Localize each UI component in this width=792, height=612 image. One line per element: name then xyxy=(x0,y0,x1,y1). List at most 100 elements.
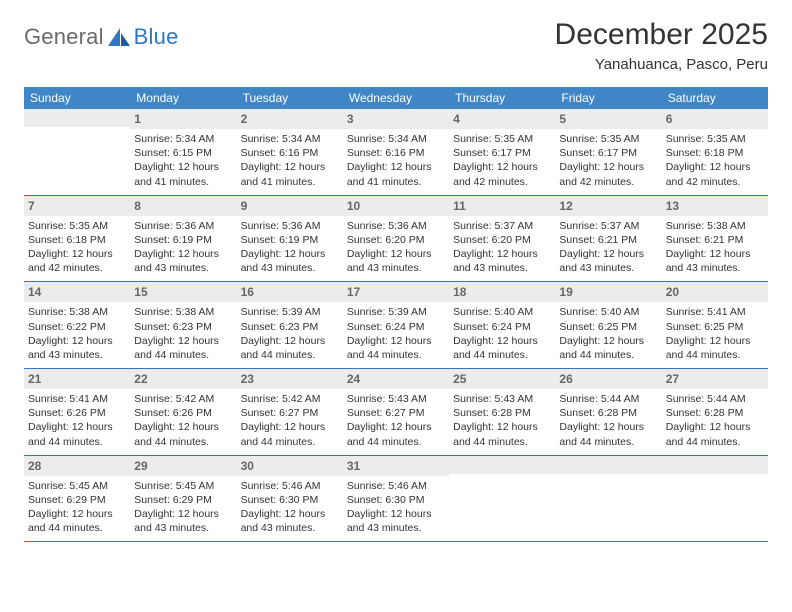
day-info: Sunrise: 5:38 AMSunset: 6:21 PMDaylight:… xyxy=(666,219,764,276)
day-info: Sunrise: 5:45 AMSunset: 6:29 PMDaylight:… xyxy=(134,479,232,536)
day-number xyxy=(24,109,130,127)
day-cell: 15Sunrise: 5:38 AMSunset: 6:23 PMDayligh… xyxy=(130,282,236,368)
day-info-line: Sunset: 6:20 PM xyxy=(453,233,551,247)
day-info-line: Sunrise: 5:35 AM xyxy=(666,132,764,146)
day-number: 9 xyxy=(237,196,343,216)
day-cell: 29Sunrise: 5:45 AMSunset: 6:29 PMDayligh… xyxy=(130,456,236,542)
day-info-line: Sunrise: 5:41 AM xyxy=(666,305,764,319)
day-info-line: Sunset: 6:30 PM xyxy=(347,493,445,507)
day-info: Sunrise: 5:40 AMSunset: 6:24 PMDaylight:… xyxy=(453,305,551,362)
day-info-line: Sunrise: 5:34 AM xyxy=(134,132,232,146)
day-info-line: Sunset: 6:22 PM xyxy=(28,320,126,334)
day-info-line: Sunset: 6:17 PM xyxy=(559,146,657,160)
day-info-line: Sunset: 6:28 PM xyxy=(559,406,657,420)
day-cell xyxy=(662,456,768,542)
day-info-line: Sunset: 6:23 PM xyxy=(134,320,232,334)
day-info-line: Sunset: 6:26 PM xyxy=(28,406,126,420)
brand-part2: Blue xyxy=(134,24,179,50)
day-number: 18 xyxy=(449,282,555,302)
sail-icon xyxy=(106,26,132,48)
day-number: 30 xyxy=(237,456,343,476)
day-number: 16 xyxy=(237,282,343,302)
day-info: Sunrise: 5:41 AMSunset: 6:26 PMDaylight:… xyxy=(28,392,126,449)
week-row: 1Sunrise: 5:34 AMSunset: 6:15 PMDaylight… xyxy=(24,109,768,196)
day-cell: 2 Sunrise: 5:34 AMSunset: 6:16 PMDaylight… xyxy=(237,109,343,195)
day-info-line: Sunrise: 5:39 AM xyxy=(241,305,339,319)
day-info-line: Daylight: 12 hours and 42 minutes. xyxy=(666,160,764,188)
day-info-line: Sunrise: 5:44 AM xyxy=(666,392,764,406)
day-cell: 16 Sunrise: 5:39 AMSunset: 6:23 PMDayligh… xyxy=(237,282,343,368)
day-info-line: Sunrise: 5:43 AM xyxy=(347,392,445,406)
day-number: 3 xyxy=(343,109,449,129)
day-info-line: Sunrise: 5:42 AM xyxy=(241,392,339,406)
day-info: Sunrise: 5:34 AMSunset: 6:16 PMDaylight:… xyxy=(241,132,339,189)
day-info-line: Sunrise: 5:37 AM xyxy=(559,219,657,233)
day-number: 6 xyxy=(662,109,768,129)
day-number: 11 xyxy=(449,196,555,216)
title-block: December 2025 Yanahuanca, Pasco, Peru xyxy=(555,18,768,73)
day-info-line: Daylight: 12 hours and 44 minutes. xyxy=(134,420,232,448)
day-info-line: Sunset: 6:26 PM xyxy=(134,406,232,420)
day-info-line: Sunset: 6:16 PM xyxy=(347,146,445,160)
day-number: 2 xyxy=(237,109,343,129)
day-info-line: Daylight: 12 hours and 44 minutes. xyxy=(28,507,126,535)
day-cell: 26Sunrise: 5:44 AMSunset: 6:28 PMDayligh… xyxy=(555,369,661,455)
day-number: 23 xyxy=(237,369,343,389)
day-number: 15 xyxy=(130,282,236,302)
day-number: 4 xyxy=(449,109,555,129)
day-info-line: Sunrise: 5:34 AM xyxy=(347,132,445,146)
day-cell: 30Sunrise: 5:46 AMSunset: 6:30 PMDayligh… xyxy=(237,456,343,542)
day-info: Sunrise: 5:40 AMSunset: 6:25 PMDaylight:… xyxy=(559,305,657,362)
day-info-line: Daylight: 12 hours and 41 minutes. xyxy=(347,160,445,188)
day-info: Sunrise: 5:39 AMSunset: 6:23 PMDaylight:… xyxy=(241,305,339,362)
page: General Blue December 2025 Yanahuanca, P… xyxy=(0,0,792,612)
day-info-line: Daylight: 12 hours and 43 minutes. xyxy=(241,247,339,275)
day-info-line: Sunrise: 5:45 AM xyxy=(28,479,126,493)
day-info-line: Sunrise: 5:40 AM xyxy=(453,305,551,319)
day-cell: 1Sunrise: 5:34 AMSunset: 6:15 PMDaylight… xyxy=(130,109,236,195)
day-info: Sunrise: 5:35 AMSunset: 6:17 PMDaylight:… xyxy=(559,132,657,189)
day-cell: 22 Sunrise: 5:42 AMSunset: 6:26 PMDayligh… xyxy=(130,369,236,455)
day-number: 31 xyxy=(343,456,449,476)
day-cell: 18 Sunrise: 5:40 AMSunset: 6:24 PMDayligh… xyxy=(449,282,555,368)
day-info-line: Sunrise: 5:46 AM xyxy=(241,479,339,493)
day-info-line: Sunrise: 5:41 AM xyxy=(28,392,126,406)
day-info-line: Daylight: 12 hours and 43 minutes. xyxy=(666,247,764,275)
day-info-line: Sunset: 6:16 PM xyxy=(241,146,339,160)
day-cell: 10Sunrise: 5:36 AMSunset: 6:20 PMDayligh… xyxy=(343,196,449,282)
day-info-line: Daylight: 12 hours and 42 minutes. xyxy=(453,160,551,188)
dow-tuesday: Tuesday xyxy=(237,87,343,109)
day-info-line: Daylight: 12 hours and 43 minutes. xyxy=(28,334,126,362)
day-info-line: Sunset: 6:15 PM xyxy=(134,146,232,160)
day-info: Sunrise: 5:42 AMSunset: 6:27 PMDaylight:… xyxy=(241,392,339,449)
week-row: 21Sunrise: 5:41 AMSunset: 6:26 PMDayligh… xyxy=(24,369,768,456)
day-info-line: Daylight: 12 hours and 44 minutes. xyxy=(666,334,764,362)
dow-row: Sunday Monday Tuesday Wednesday Thursday… xyxy=(24,87,768,109)
day-info-line: Sunset: 6:27 PM xyxy=(241,406,339,420)
day-info-line: Sunset: 6:23 PM xyxy=(241,320,339,334)
day-info-line: Sunset: 6:30 PM xyxy=(241,493,339,507)
day-info: Sunrise: 5:34 AMSunset: 6:16 PMDaylight:… xyxy=(347,132,445,189)
day-info-line: Daylight: 12 hours and 41 minutes. xyxy=(134,160,232,188)
day-info-line: Sunset: 6:17 PM xyxy=(453,146,551,160)
day-info-line: Daylight: 12 hours and 41 minutes. xyxy=(241,160,339,188)
day-info-line: Sunrise: 5:37 AM xyxy=(453,219,551,233)
day-number: 22 xyxy=(130,369,236,389)
day-info: Sunrise: 5:46 AMSunset: 6:30 PMDaylight:… xyxy=(347,479,445,536)
location-text: Yanahuanca, Pasco, Peru xyxy=(555,56,768,73)
day-cell: 20Sunrise: 5:41 AMSunset: 6:25 PMDayligh… xyxy=(662,282,768,368)
day-info: Sunrise: 5:44 AMSunset: 6:28 PMDaylight:… xyxy=(559,392,657,449)
day-info-line: Sunset: 6:29 PM xyxy=(134,493,232,507)
day-info-line: Sunset: 6:19 PM xyxy=(241,233,339,247)
day-info: Sunrise: 5:37 AMSunset: 6:21 PMDaylight:… xyxy=(559,219,657,276)
day-info-line: Daylight: 12 hours and 44 minutes. xyxy=(453,420,551,448)
day-info: Sunrise: 5:39 AMSunset: 6:24 PMDaylight:… xyxy=(347,305,445,362)
dow-sunday: Sunday xyxy=(24,87,130,109)
day-cell: 17Sunrise: 5:39 AMSunset: 6:24 PMDayligh… xyxy=(343,282,449,368)
day-info: Sunrise: 5:42 AMSunset: 6:26 PMDaylight:… xyxy=(134,392,232,449)
day-cell: 21Sunrise: 5:41 AMSunset: 6:26 PMDayligh… xyxy=(24,369,130,455)
day-info: Sunrise: 5:36 AMSunset: 6:19 PMDaylight:… xyxy=(134,219,232,276)
day-info: Sunrise: 5:36 AMSunset: 6:19 PMDaylight:… xyxy=(241,219,339,276)
week-row: 28Sunrise: 5:45 AMSunset: 6:29 PMDayligh… xyxy=(24,456,768,543)
day-info-line: Daylight: 12 hours and 42 minutes. xyxy=(559,160,657,188)
